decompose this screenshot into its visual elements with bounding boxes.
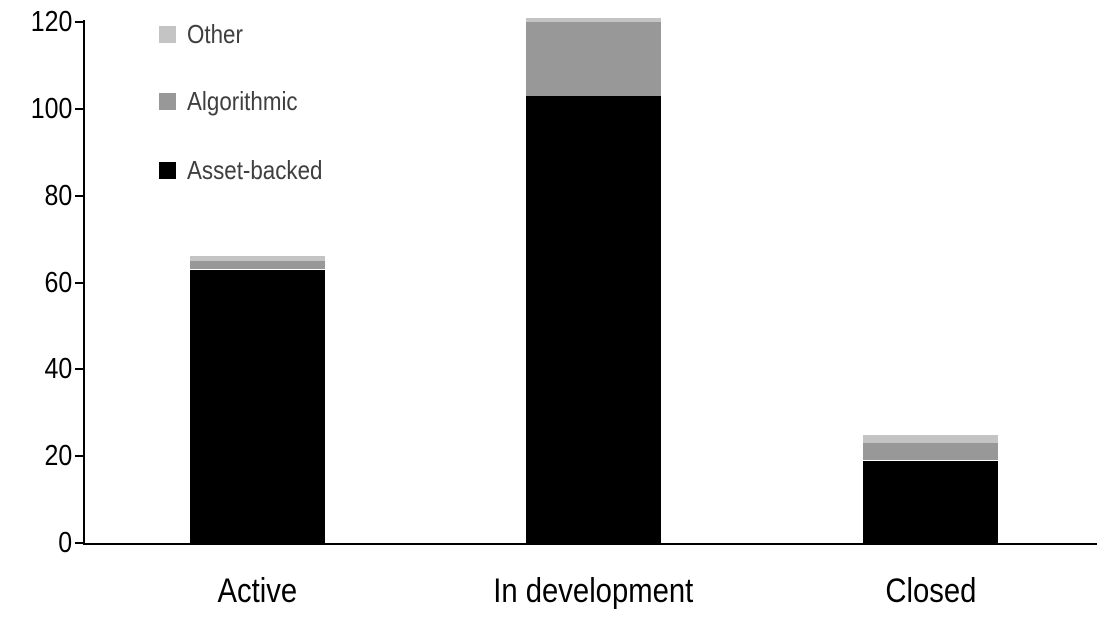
bar-segment-in-development-asset-backed (526, 95, 661, 543)
y-axis-tick-label-text: 60 (44, 266, 72, 299)
x-axis-label-text: In development (493, 572, 694, 610)
y-axis-tick-label: 80 (0, 181, 72, 211)
bar-segment-in-development-other (526, 17, 661, 22)
y-axis-tick (75, 194, 84, 197)
legend-label-text: Other (187, 18, 243, 49)
x-axis-label-active: Active (138, 572, 378, 611)
y-axis-tick (75, 21, 84, 23)
legend-label-text: Asset-backed (187, 154, 323, 185)
y-axis-tick-label-text: 120 (30, 6, 72, 38)
x-axis-label-in-development: In development (474, 572, 714, 611)
legend-item-algorithmic: Algorithmic (159, 85, 316, 116)
x-axis-label-closed: Closed (811, 572, 1051, 611)
y-axis-tick-label: 100 (0, 94, 72, 124)
x-axis-label-text: Active (217, 572, 298, 610)
y-axis-tick-label-text: 40 (44, 353, 72, 386)
bar-segment-active-other (190, 256, 325, 261)
y-axis-tick-label: 0 (0, 528, 72, 558)
y-axis-tick-label-text: 20 (44, 440, 72, 473)
y-axis-tick-label: 120 (0, 7, 72, 37)
y-axis-tick-label: 60 (0, 268, 72, 298)
legend-label-text: Algorithmic (187, 85, 298, 116)
x-axis-line (83, 543, 1097, 545)
y-axis-tick-label-text: 80 (44, 179, 72, 212)
bar-segment-closed-asset-backed (863, 460, 998, 543)
y-axis-tick-label-text: 0 (58, 527, 72, 559)
legend-item-asset-backed: Asset-backed (159, 154, 345, 185)
bar-segment-in-development-algorithmic (526, 22, 661, 96)
bar-segment-active-asset-backed (190, 269, 325, 543)
legend-item-other: Other (159, 18, 252, 49)
y-axis-tick (75, 281, 84, 284)
bar-segment-closed-algorithmic (863, 443, 998, 461)
legend-swatch-icon (159, 161, 176, 179)
y-axis-tick (75, 542, 84, 544)
y-axis-line (83, 20, 85, 545)
y-axis-tick-label: 20 (0, 441, 72, 471)
bar-segment-closed-other (863, 434, 998, 444)
legend-swatch-icon (159, 92, 176, 110)
y-axis-tick (75, 455, 84, 458)
bar-segment-active-algorithmic (190, 260, 325, 270)
y-axis-tick-label-text: 100 (30, 92, 72, 125)
y-axis-tick-label: 40 (0, 354, 72, 384)
x-axis-label-text: Closed (884, 572, 977, 610)
y-axis-tick (75, 107, 84, 110)
legend-swatch-icon (159, 25, 176, 43)
y-axis-tick (75, 368, 84, 371)
